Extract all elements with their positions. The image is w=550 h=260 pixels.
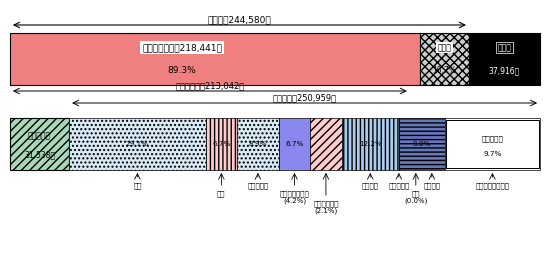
Text: 6.7%: 6.7% bbox=[285, 141, 304, 147]
Bar bbox=[469, 33, 540, 85]
Bar bbox=[342, 118, 399, 170]
Text: 家具・家事用品
(4.2%): 家具・家事用品 (4.2%) bbox=[279, 190, 310, 204]
Text: 9.7%: 9.7% bbox=[483, 151, 502, 157]
Text: 食料: 食料 bbox=[133, 182, 142, 188]
Bar bbox=[10, 118, 69, 170]
Text: 光熱・水道: 光熱・水道 bbox=[248, 182, 268, 188]
Text: 社会保障給付　218,441円: 社会保障給付 218,441円 bbox=[142, 43, 222, 52]
Text: 住居: 住居 bbox=[217, 190, 225, 197]
Bar bbox=[69, 118, 206, 170]
Text: 8.9%: 8.9% bbox=[249, 141, 267, 147]
Text: 教養娯楽: 教養娯楽 bbox=[424, 182, 441, 188]
Bar bbox=[310, 118, 342, 170]
Text: その他: その他 bbox=[437, 43, 451, 52]
Text: 12.2%: 12.2% bbox=[359, 141, 382, 147]
Text: 被服及び履物
(2.1%): 被服及び履物 (2.1%) bbox=[313, 200, 339, 214]
Text: 消費支出　250,959円: 消費支出 250,959円 bbox=[272, 93, 337, 102]
Text: 37,916円: 37,916円 bbox=[489, 66, 520, 75]
Text: 不足分: 不足分 bbox=[498, 43, 512, 52]
Text: うち交際費: うち交際費 bbox=[481, 135, 503, 142]
Bar bbox=[206, 118, 237, 170]
Text: 保健医療: 保健医療 bbox=[362, 182, 379, 188]
Text: 教育
(0.0%): 教育 (0.0%) bbox=[404, 190, 427, 204]
Text: 20.3%: 20.3% bbox=[481, 141, 504, 147]
Text: 10.7%: 10.7% bbox=[432, 66, 456, 75]
Bar bbox=[10, 33, 420, 85]
Text: 非消費支出: 非消費支出 bbox=[28, 132, 51, 141]
Text: 実収入　244,580円: 実収入 244,580円 bbox=[207, 15, 271, 24]
Text: 交通・通信: 交通・通信 bbox=[388, 182, 409, 188]
Text: その他の消費支出: その他の消費支出 bbox=[475, 182, 509, 188]
Bar bbox=[446, 120, 539, 168]
Bar bbox=[279, 118, 310, 170]
Bar bbox=[237, 118, 279, 170]
Text: 6.7%: 6.7% bbox=[212, 141, 230, 147]
Bar bbox=[445, 118, 540, 170]
Text: 可処分所得　213,042円: 可処分所得 213,042円 bbox=[175, 81, 244, 90]
Bar bbox=[399, 118, 445, 170]
Bar bbox=[420, 33, 469, 85]
Text: 9.8%: 9.8% bbox=[412, 141, 431, 147]
Text: 89.3%: 89.3% bbox=[168, 66, 196, 75]
Text: 31,538円: 31,538円 bbox=[24, 150, 55, 159]
Text: 29.1%: 29.1% bbox=[126, 141, 149, 147]
